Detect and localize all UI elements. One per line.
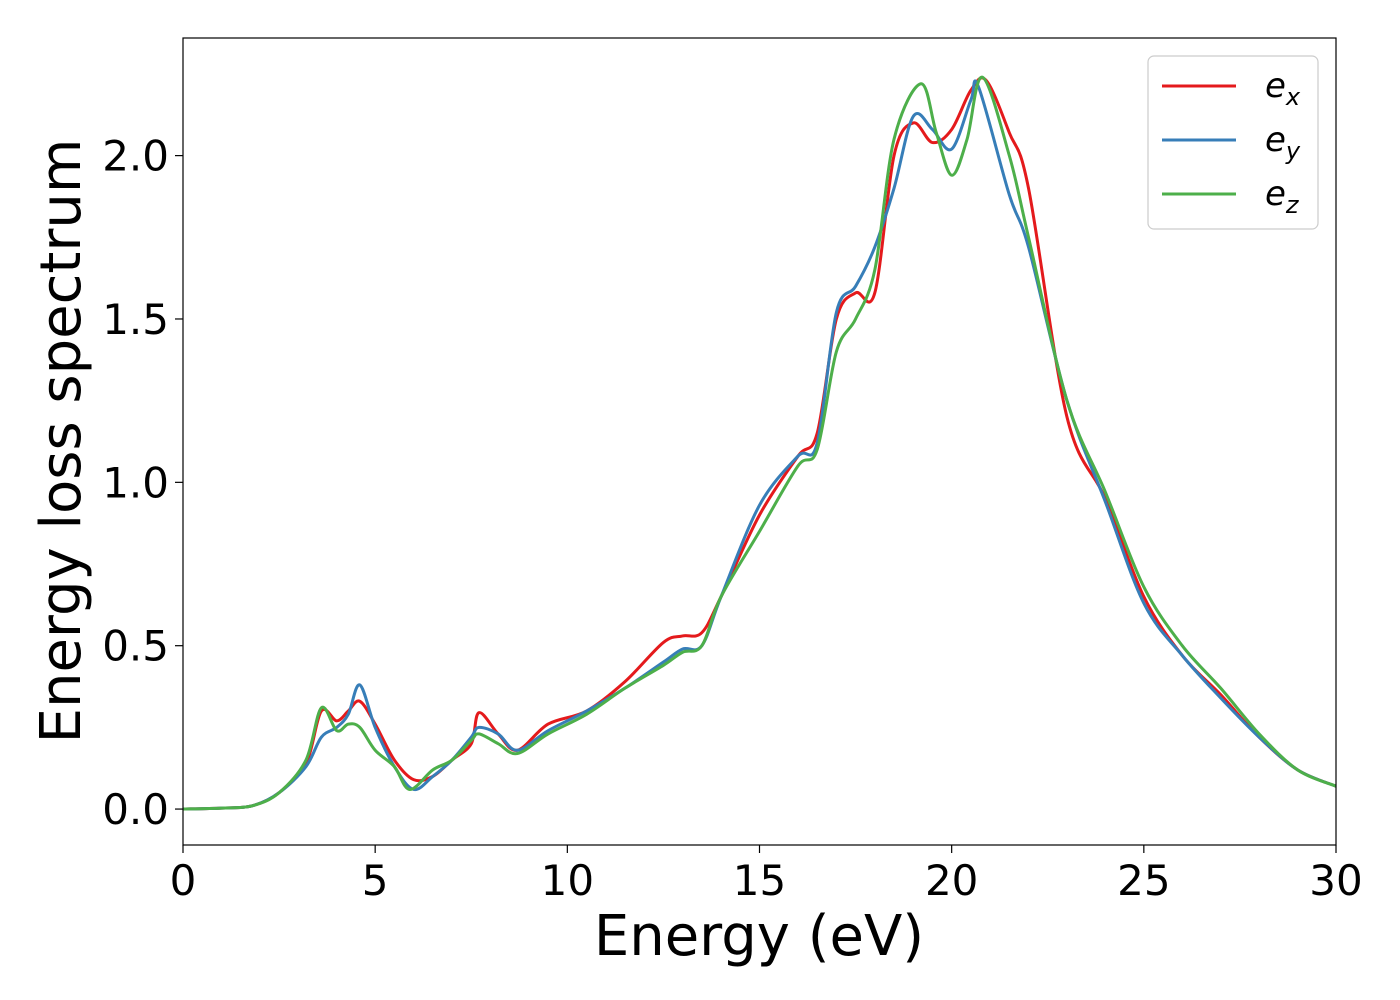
y-tick-label: 1.0 xyxy=(102,458,169,507)
y-tick-label: 2.0 xyxy=(102,132,169,181)
legend-item-e-y: ey xyxy=(1162,120,1301,165)
x-axis-label: Energy (eV) xyxy=(594,904,924,969)
legend-label-sub: z xyxy=(1285,191,1300,219)
y-axis-label: Energy loss spectrum xyxy=(29,139,94,744)
legend-label: ex xyxy=(1265,66,1301,111)
series-lines xyxy=(183,75,1336,811)
y-tick-label: 0.5 xyxy=(102,622,169,671)
x-tick-label: 5 xyxy=(362,856,389,905)
axes-layer: 0 5 10 15 20 25 30 0.0 0.5 1.0 1.5 2.0 xyxy=(102,37,1363,905)
x-tick-label: 20 xyxy=(925,856,978,905)
legend-box xyxy=(1147,55,1319,230)
legend-item-e-z: ez xyxy=(1162,174,1300,219)
y-tick-label: 0.0 xyxy=(102,785,169,834)
legend-label-sub: x xyxy=(1285,83,1301,111)
legend-label-main: e xyxy=(1265,66,1286,106)
x-tick-label: 15 xyxy=(733,856,786,905)
x-tick-label: 10 xyxy=(541,856,594,905)
legend-item-e-x: ex xyxy=(1162,66,1301,111)
legend-label: ez xyxy=(1265,174,1300,219)
x-tick-label: 0 xyxy=(170,856,197,905)
plot-area xyxy=(183,75,1336,811)
x-tick-label: 30 xyxy=(1309,856,1362,905)
series-line-e-z xyxy=(183,75,1336,811)
x-tick-label: 25 xyxy=(1117,856,1170,905)
legend-label-main: e xyxy=(1265,120,1286,160)
legend-label-main: e xyxy=(1265,174,1286,214)
legend-label: ey xyxy=(1265,120,1301,165)
y-tick-label: 1.5 xyxy=(102,295,169,344)
legend-label-sub: y xyxy=(1285,137,1301,165)
